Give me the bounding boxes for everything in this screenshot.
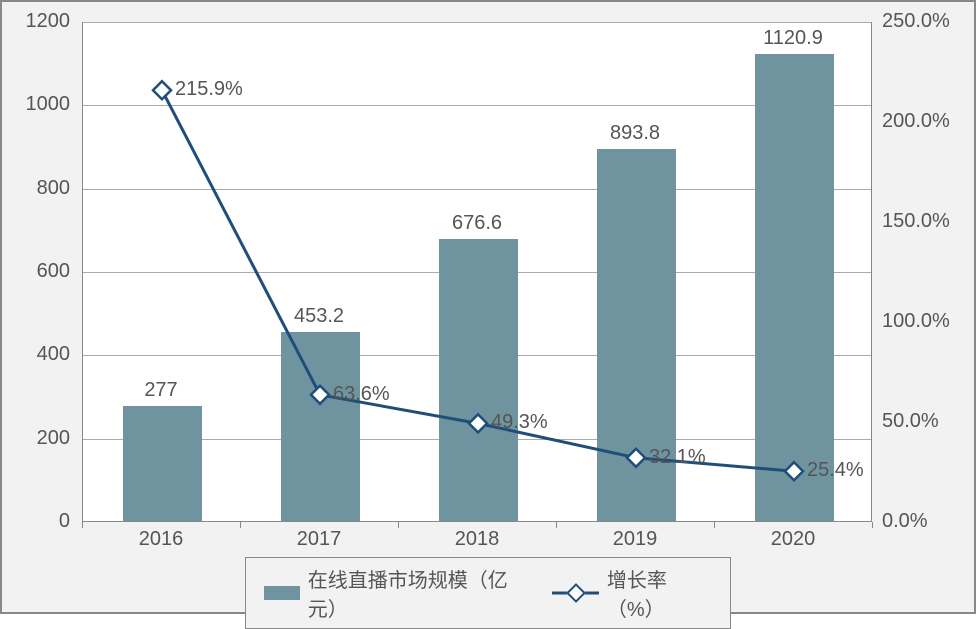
gridline	[83, 189, 871, 190]
combo-chart: 0 200 400 600 800 1000 1200 0.0% 50.0% 100.0% 150.…	[0, 0, 976, 614]
bar-value-label: 1120.9	[763, 27, 823, 50]
legend-item: 在线直播市场规模（亿元）	[264, 564, 522, 622]
y-left-tick-label: 1200	[0, 10, 70, 33]
x-tick-label: 2016	[139, 528, 184, 551]
legend-swatch-bar	[264, 586, 300, 600]
y-right-tick-label: 100.0%	[882, 310, 950, 333]
x-tick	[872, 522, 873, 528]
bar-value-label: 893.8	[610, 122, 660, 145]
y-right-tick-label: 250.0%	[882, 10, 950, 33]
y-right-tick-label: 50.0%	[882, 410, 939, 433]
bar	[123, 406, 202, 521]
y-left-tick-label: 200	[0, 427, 70, 450]
bar-value-label: 277	[144, 379, 177, 402]
x-tick	[398, 522, 399, 528]
bar-value-label: 676.6	[452, 212, 502, 235]
legend: 在线直播市场规模（亿元） 增长率（%）	[245, 557, 731, 629]
line-value-label: 63.6%	[333, 383, 390, 406]
line-value-label: 49.3%	[491, 411, 548, 434]
y-right-tick-label: 0.0%	[882, 510, 928, 533]
x-tick-label: 2020	[771, 528, 816, 551]
x-tick	[714, 522, 715, 528]
y-left-tick-label: 1000	[0, 93, 70, 116]
bar	[281, 332, 360, 521]
bar	[755, 54, 834, 521]
gridline	[83, 105, 871, 106]
legend-label: 在线直播市场规模（亿元）	[308, 564, 523, 622]
x-tick-label: 2019	[613, 528, 658, 551]
y-left-tick-label: 600	[0, 260, 70, 283]
y-left-tick-label: 0	[0, 510, 70, 533]
x-tick	[556, 522, 557, 528]
legend-swatch-line	[552, 585, 598, 601]
y-left-tick-label: 800	[0, 177, 70, 200]
x-tick	[240, 522, 241, 528]
legend-item: 增长率（%）	[552, 564, 712, 622]
legend-label: 增长率（%）	[607, 564, 712, 622]
y-right-tick-label: 150.0%	[882, 210, 950, 233]
x-tick	[82, 522, 83, 528]
y-left-tick-label: 400	[0, 343, 70, 366]
bar-value-label: 453.2	[294, 305, 344, 328]
bar	[439, 239, 518, 521]
line-value-label: 215.9%	[175, 78, 243, 101]
line-value-label: 25.4%	[807, 459, 864, 482]
line-value-label: 32.1%	[649, 446, 706, 469]
y-right-tick-label: 200.0%	[882, 110, 950, 133]
gridline	[83, 22, 871, 23]
x-tick-label: 2017	[297, 528, 342, 551]
x-tick-label: 2018	[455, 528, 500, 551]
